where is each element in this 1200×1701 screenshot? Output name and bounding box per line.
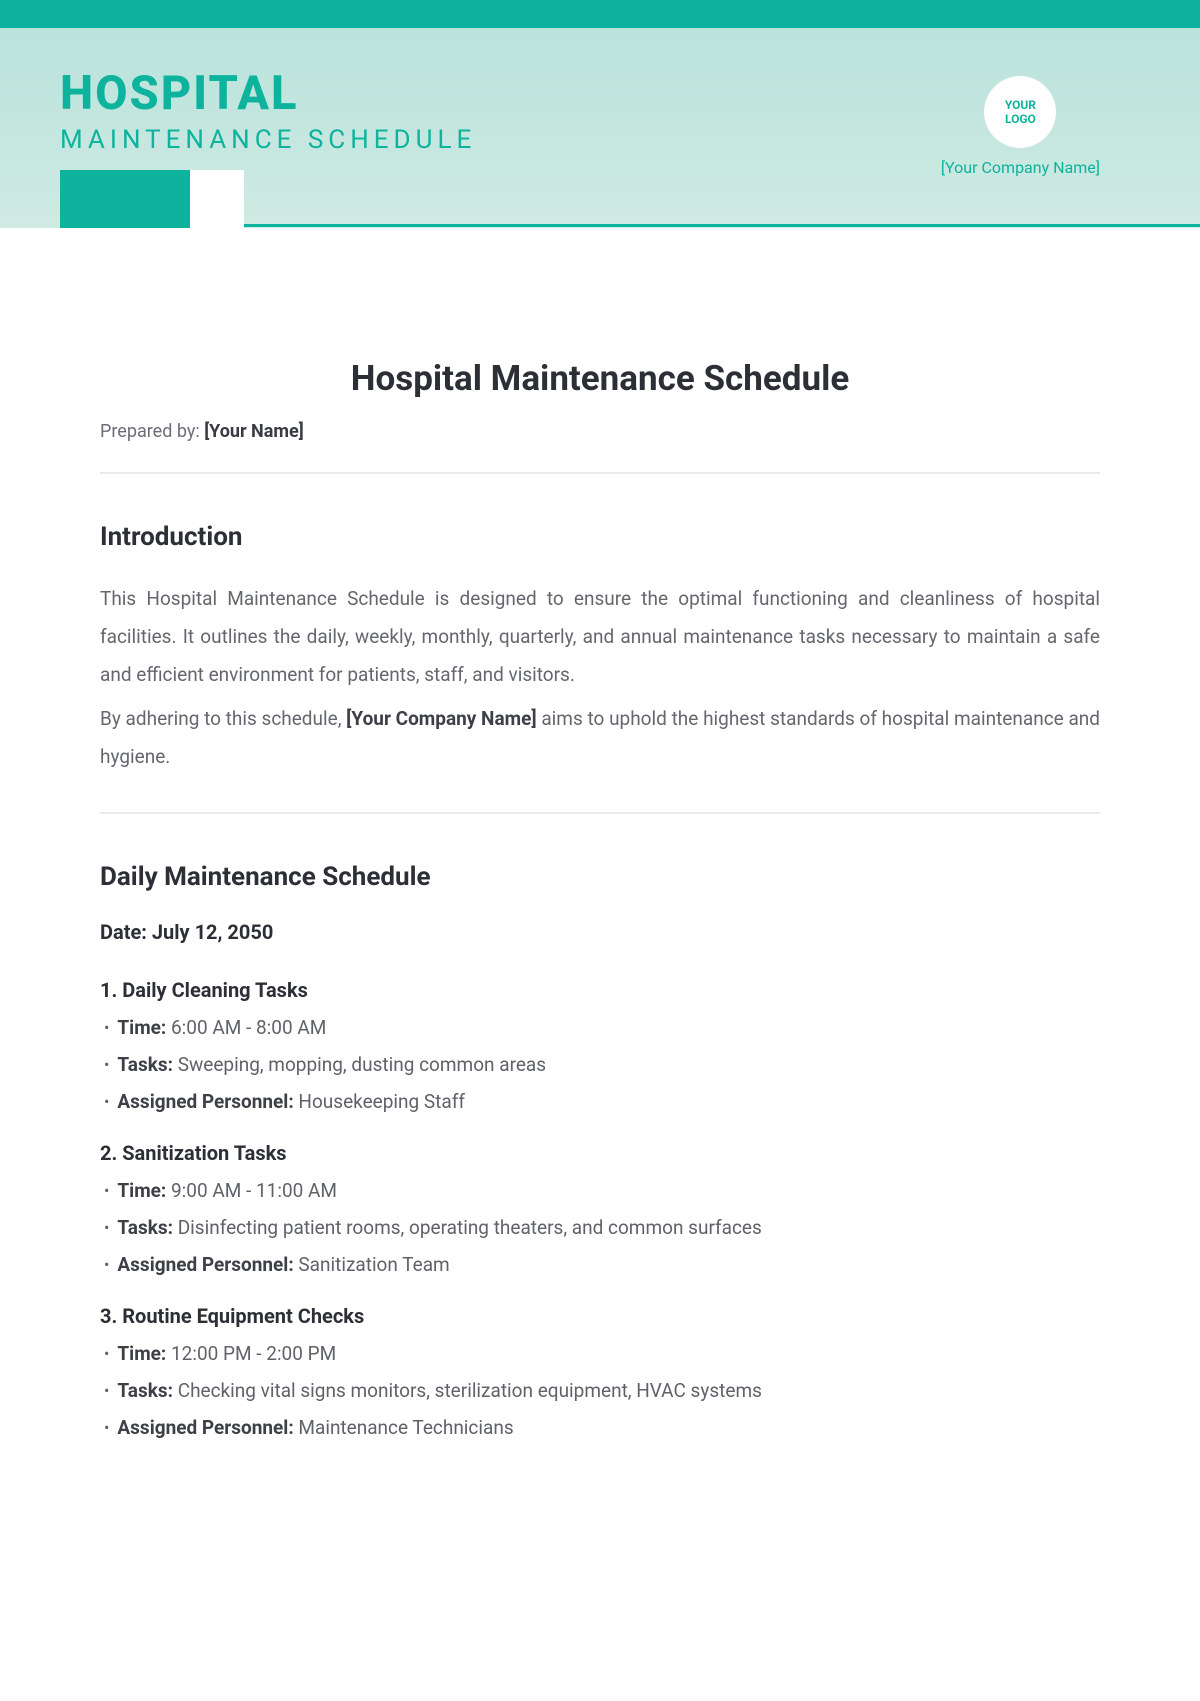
introduction-heading: Introduction <box>100 522 1100 552</box>
task-tasks-line: Tasks: Checking vital signs monitors, st… <box>100 1379 1100 1402</box>
daily-date-line: Date: July 12, 2050 <box>100 920 1100 944</box>
prepared-by-value: [Your Name] <box>204 421 304 442</box>
assigned-value: Sanitization Team <box>294 1253 450 1276</box>
logo-text-line2: LOGO <box>1005 112 1036 126</box>
logo-text-line1: YOUR <box>1005 98 1036 112</box>
time-value: 9:00 AM - 11:00 AM <box>166 1179 337 1202</box>
logo-circle: YOUR LOGO <box>984 76 1056 148</box>
task-time-line: Time: 9:00 AM - 11:00 AM <box>100 1179 1100 1202</box>
date-value: July 12, 2050 <box>152 920 273 944</box>
header-decoration <box>60 170 1200 228</box>
time-label: Time: <box>117 1016 166 1039</box>
intro-p2-prefix: By adhering to this schedule, <box>100 707 346 730</box>
task-block: 2. Sanitization Tasks Time: 9:00 AM - 11… <box>100 1141 1100 1276</box>
task-block: 3. Routine Equipment Checks Time: 12:00 … <box>100 1304 1100 1439</box>
logo-block: YOUR LOGO [Your Company Name] <box>941 76 1100 177</box>
time-label: Time: <box>117 1342 166 1365</box>
assigned-label: Assigned Personnel: <box>117 1253 293 1276</box>
tasks-label: Tasks: <box>117 1053 173 1076</box>
task-block: 1. Daily Cleaning Tasks Time: 6:00 AM - … <box>100 978 1100 1113</box>
task-assigned-line: Assigned Personnel: Maintenance Technici… <box>100 1416 1100 1439</box>
assigned-label: Assigned Personnel: <box>117 1416 293 1439</box>
deco-block-teal <box>60 170 190 228</box>
document-content: Hospital Maintenance Schedule Prepared b… <box>0 228 1200 1527</box>
prepared-by-label: Prepared by: <box>100 421 204 442</box>
introduction-paragraph-1: This Hospital Maintenance Schedule is de… <box>100 580 1100 694</box>
tasks-label: Tasks: <box>117 1216 173 1239</box>
assigned-value: Housekeeping Staff <box>294 1090 465 1113</box>
task-heading: 3. Routine Equipment Checks <box>100 1304 1100 1328</box>
task-time-line: Time: 6:00 AM - 8:00 AM <box>100 1016 1100 1039</box>
assigned-label: Assigned Personnel: <box>117 1090 293 1113</box>
daily-schedule-heading: Daily Maintenance Schedule <box>100 862 1100 892</box>
task-assigned-line: Assigned Personnel: Sanitization Team <box>100 1253 1100 1276</box>
divider <box>100 472 1100 474</box>
task-tasks-line: Tasks: Sweeping, mopping, dusting common… <box>100 1053 1100 1076</box>
document-title: Hospital Maintenance Schedule <box>100 358 1100 399</box>
task-heading: 2. Sanitization Tasks <box>100 1141 1100 1165</box>
introduction-paragraph-2: By adhering to this schedule, [Your Comp… <box>100 700 1100 776</box>
deco-block-white <box>190 170 244 228</box>
header-region: HOSPITAL MAINTENANCE SCHEDULE YOUR LOGO … <box>0 28 1200 228</box>
assigned-value: Maintenance Technicians <box>294 1416 514 1439</box>
intro-p2-bold: [Your Company Name] <box>346 707 536 730</box>
tasks-value: Checking vital signs monitors, steriliza… <box>173 1379 762 1402</box>
deco-line <box>244 224 1200 227</box>
page: HOSPITAL MAINTENANCE SCHEDULE YOUR LOGO … <box>0 0 1200 1527</box>
time-label: Time: <box>117 1179 166 1202</box>
tasks-value: Sweeping, mopping, dusting common areas <box>173 1053 546 1076</box>
task-assigned-line: Assigned Personnel: Housekeeping Staff <box>100 1090 1100 1113</box>
logo-text: YOUR LOGO <box>1005 98 1036 127</box>
top-accent-bar <box>0 0 1200 28</box>
time-value: 6:00 AM - 8:00 AM <box>166 1016 326 1039</box>
tasks-value: Disinfecting patient rooms, operating th… <box>173 1216 762 1239</box>
task-heading: 1. Daily Cleaning Tasks <box>100 978 1100 1002</box>
time-value: 12:00 PM - 2:00 PM <box>166 1342 336 1365</box>
task-tasks-line: Tasks: Disinfecting patient rooms, opera… <box>100 1216 1100 1239</box>
divider <box>100 812 1100 814</box>
task-time-line: Time: 12:00 PM - 2:00 PM <box>100 1342 1100 1365</box>
tasks-label: Tasks: <box>117 1379 173 1402</box>
date-label: Date: <box>100 920 152 944</box>
prepared-by-line: Prepared by: [Your Name] <box>100 421 1100 442</box>
